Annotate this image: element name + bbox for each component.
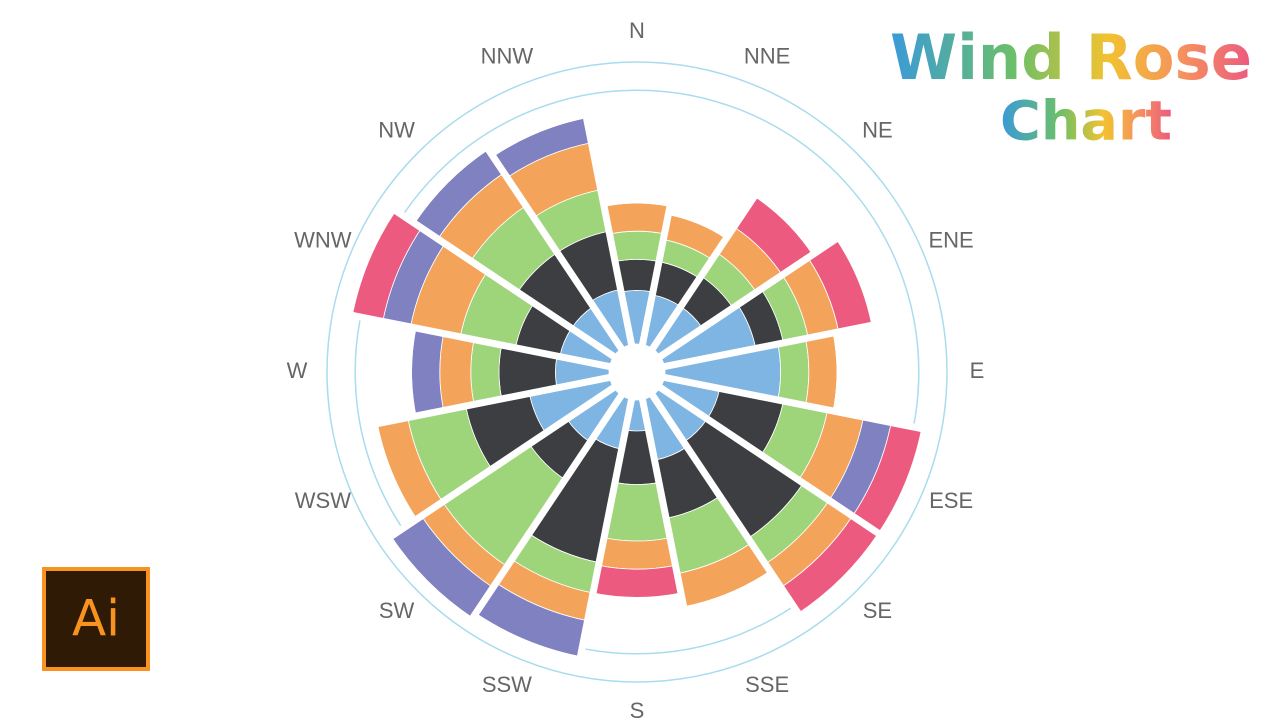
grid-circle [326, 61, 948, 683]
wedge-segment [470, 339, 503, 405]
wedge-gap [348, 311, 613, 371]
wedge-gap [638, 396, 688, 611]
wedge-segment [805, 332, 838, 412]
grid-circle [354, 89, 920, 655]
direction-label: N [629, 18, 645, 43]
direction-label: SSW [482, 672, 532, 697]
wedge-segment [411, 327, 445, 417]
direction-label: NNW [481, 44, 534, 69]
wedge-gap [656, 383, 883, 538]
direction-label: SSE [745, 672, 789, 697]
direction-label: NW [378, 117, 415, 142]
wedge-gap [648, 191, 759, 353]
wedge-segment [609, 230, 665, 263]
chart-title: Wind Rose [890, 21, 1252, 94]
wedge-gap [638, 202, 674, 348]
direction-label: SE [863, 598, 892, 623]
wedge-segment [777, 338, 810, 406]
wedge-gap [483, 144, 626, 353]
wedge-gap [386, 383, 618, 541]
direction-label: NE [862, 117, 893, 142]
direction-label: E [970, 358, 985, 383]
wedge-gap [661, 321, 876, 371]
logo-text: Ai [72, 590, 120, 648]
wedge-gap [661, 373, 926, 433]
wedge-gap [468, 391, 626, 623]
wedge-segment [598, 537, 676, 570]
logo-box [42, 567, 150, 671]
wedge-segment [592, 564, 682, 598]
wedge-gap [648, 391, 803, 618]
direction-label: S [630, 698, 645, 720]
wedge-segment [603, 202, 671, 235]
center-hole [609, 344, 665, 400]
direction-label: ESE [929, 488, 973, 513]
direction-label: SW [379, 598, 415, 623]
wedge-gap [576, 396, 636, 661]
direction-label: WSW [295, 488, 351, 513]
wedge-gap [391, 206, 618, 361]
wedge-gap [656, 234, 841, 361]
wedge-gap [373, 373, 613, 428]
direction-label: WNW [294, 228, 352, 253]
direction-label: NNE [744, 44, 790, 69]
wind-rose: N NNE NE ENE E ESE SE SSE S SSW SW WSW W WNW NW NNW [287, 18, 985, 720]
direction-label: W [287, 358, 308, 383]
wedge-segment [439, 333, 475, 411]
wedge-gap [582, 114, 636, 348]
direction-label: ENE [928, 228, 973, 253]
logo: Ai [42, 567, 150, 671]
chart-subtitle: Chart [1000, 90, 1172, 153]
